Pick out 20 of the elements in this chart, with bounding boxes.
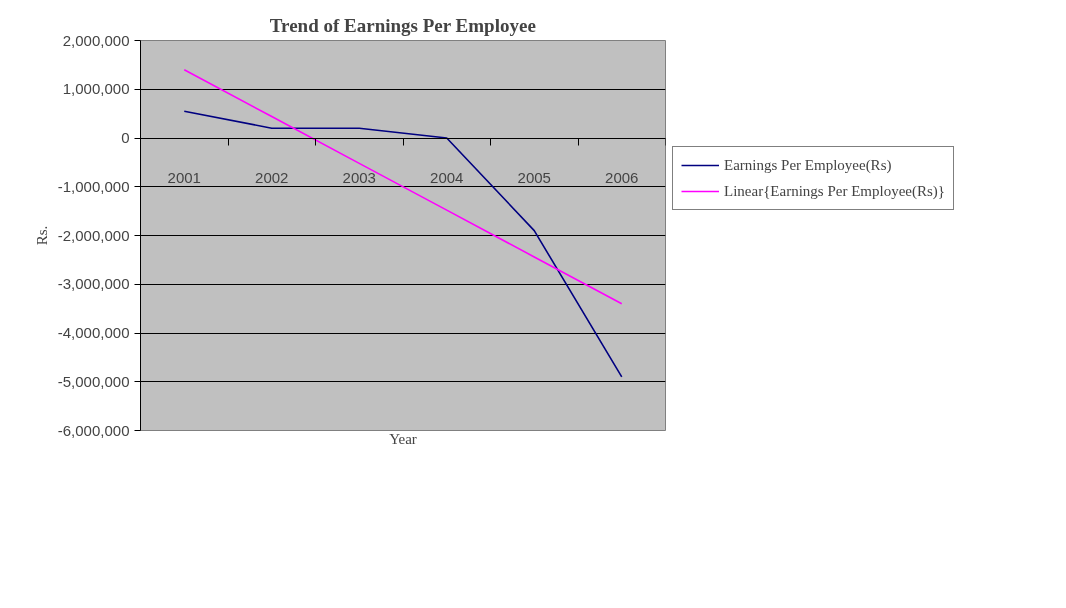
chart-title: Trend of Earnings Per Employee (269, 14, 536, 36)
y-tick-label: -1,000,000 (57, 177, 130, 195)
x-tick-label: 2001 (167, 169, 201, 186)
y-tick-label: 0 (121, 129, 130, 146)
y-axis-title: Rs. (33, 225, 50, 246)
x-axis-title: Year (389, 430, 417, 447)
legend-label: Earnings Per Employee(Rs) (724, 156, 892, 174)
y-tick-label: 2,000,000 (62, 31, 130, 49)
x-tick-label: 2005 (517, 169, 551, 186)
y-tick-label: -6,000,000 (57, 421, 130, 439)
x-tick-label: 2003 (342, 169, 376, 186)
y-tick-label: -5,000,000 (57, 372, 130, 390)
x-tick-label: 2006 (605, 169, 639, 186)
y-tick-label: 1,000,000 (62, 80, 130, 98)
x-tick-label: 2004 (430, 169, 464, 186)
y-tick-label: -2,000,000 (57, 226, 130, 244)
legend-label: Linear{Earnings Per Employee(Rs)} (724, 182, 946, 200)
x-tick-label: 2002 (255, 169, 289, 186)
y-tick-label: -4,000,000 (57, 324, 130, 341)
y-tick-label: -3,000,000 (57, 275, 130, 293)
